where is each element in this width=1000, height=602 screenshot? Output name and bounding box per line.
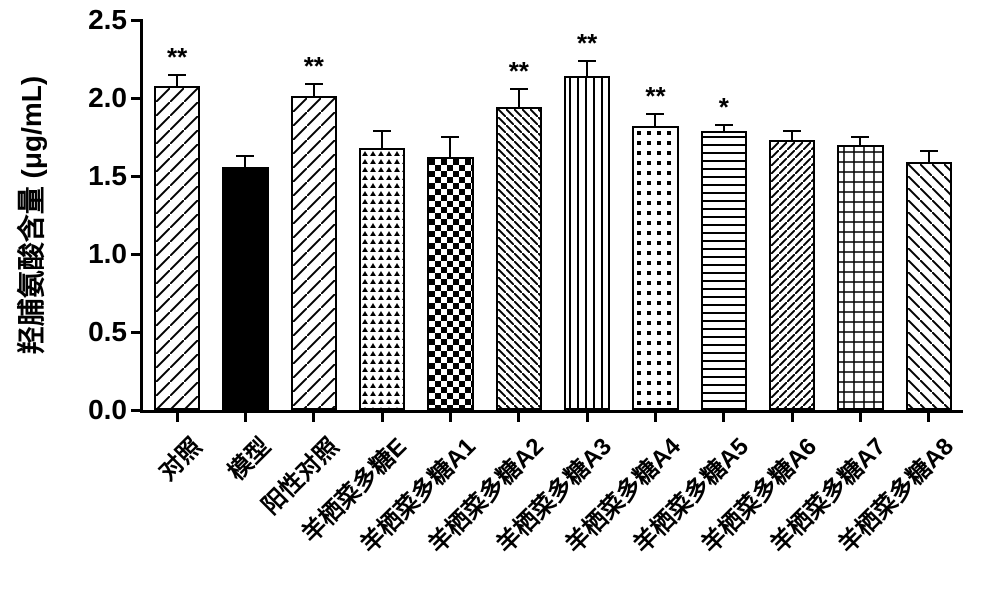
bar bbox=[359, 148, 405, 410]
significance-label: * bbox=[719, 92, 729, 123]
plot-area: 0.00.51.01.52.02.5**对照模型**阳性对照羊栖菜多糖E羊栖菜多… bbox=[140, 20, 963, 413]
error-cap bbox=[578, 60, 596, 62]
x-tick-label: 模型 bbox=[218, 428, 277, 487]
bar bbox=[564, 76, 610, 410]
bar-group bbox=[837, 20, 883, 410]
y-tick bbox=[131, 253, 143, 256]
significance-label: ** bbox=[577, 28, 597, 59]
bar-group: ** bbox=[632, 20, 678, 410]
y-tick-label: 2.5 bbox=[88, 4, 127, 36]
y-tick bbox=[131, 19, 143, 22]
error-bar bbox=[791, 131, 793, 140]
error-cap bbox=[168, 74, 186, 76]
bar bbox=[769, 140, 815, 410]
x-tick bbox=[654, 410, 657, 422]
bar-group bbox=[906, 20, 952, 410]
bar-group: ** bbox=[154, 20, 200, 410]
bar bbox=[222, 167, 268, 410]
x-tick bbox=[586, 410, 589, 422]
error-bar bbox=[449, 137, 451, 157]
bar-group bbox=[222, 20, 268, 410]
x-tick-label: 对照 bbox=[149, 428, 208, 487]
bar bbox=[291, 96, 337, 410]
error-bar bbox=[928, 151, 930, 162]
y-tick-label: 1.0 bbox=[88, 238, 127, 270]
x-tick bbox=[859, 410, 862, 422]
error-cap bbox=[236, 155, 254, 157]
error-cap bbox=[920, 150, 938, 152]
y-tick bbox=[131, 409, 143, 412]
y-tick-label: 2.0 bbox=[88, 82, 127, 114]
error-bar bbox=[586, 61, 588, 77]
error-cap bbox=[510, 88, 528, 90]
error-bar bbox=[518, 89, 520, 108]
x-tick bbox=[517, 410, 520, 422]
significance-label: ** bbox=[509, 56, 529, 87]
bar bbox=[837, 145, 883, 410]
error-cap bbox=[646, 113, 664, 115]
y-axis-label: 羟脯氨酸含量 (μg/mL) bbox=[10, 76, 50, 354]
bar-group: ** bbox=[496, 20, 542, 410]
error-bar bbox=[654, 114, 656, 126]
x-tick bbox=[722, 410, 725, 422]
y-tick-label: 1.5 bbox=[88, 160, 127, 192]
x-tick bbox=[381, 410, 384, 422]
bar bbox=[427, 157, 473, 410]
error-bar bbox=[859, 137, 861, 145]
error-cap bbox=[783, 130, 801, 132]
y-tick bbox=[131, 97, 143, 100]
error-bar bbox=[244, 156, 246, 167]
x-tick bbox=[176, 410, 179, 422]
significance-label: ** bbox=[304, 51, 324, 82]
error-cap bbox=[305, 83, 323, 85]
y-tick-label: 0.5 bbox=[88, 316, 127, 348]
error-cap bbox=[715, 124, 733, 126]
significance-label: ** bbox=[645, 81, 665, 112]
x-tick bbox=[791, 410, 794, 422]
bar-group bbox=[427, 20, 473, 410]
error-bar bbox=[381, 131, 383, 148]
bar-group bbox=[359, 20, 405, 410]
error-cap bbox=[851, 136, 869, 138]
bar-group bbox=[769, 20, 815, 410]
x-tick bbox=[312, 410, 315, 422]
error-cap bbox=[441, 136, 459, 138]
error-cap bbox=[373, 130, 391, 132]
y-tick-label: 0.0 bbox=[88, 394, 127, 426]
error-bar bbox=[313, 84, 315, 96]
significance-label: ** bbox=[167, 42, 187, 73]
bar bbox=[701, 131, 747, 410]
x-tick bbox=[449, 410, 452, 422]
y-tick bbox=[131, 175, 143, 178]
bar-group: * bbox=[701, 20, 747, 410]
y-tick bbox=[131, 331, 143, 334]
x-tick bbox=[927, 410, 930, 422]
bar bbox=[496, 107, 542, 410]
bar-group: ** bbox=[291, 20, 337, 410]
bar bbox=[632, 126, 678, 410]
error-bar bbox=[176, 75, 178, 86]
chart-container: 羟脯氨酸含量 (μg/mL) 0.00.51.01.52.02.5**对照模型*… bbox=[0, 0, 1000, 602]
bar bbox=[154, 86, 200, 410]
x-tick bbox=[244, 410, 247, 422]
bar bbox=[906, 162, 952, 410]
bar-group: ** bbox=[564, 20, 610, 410]
